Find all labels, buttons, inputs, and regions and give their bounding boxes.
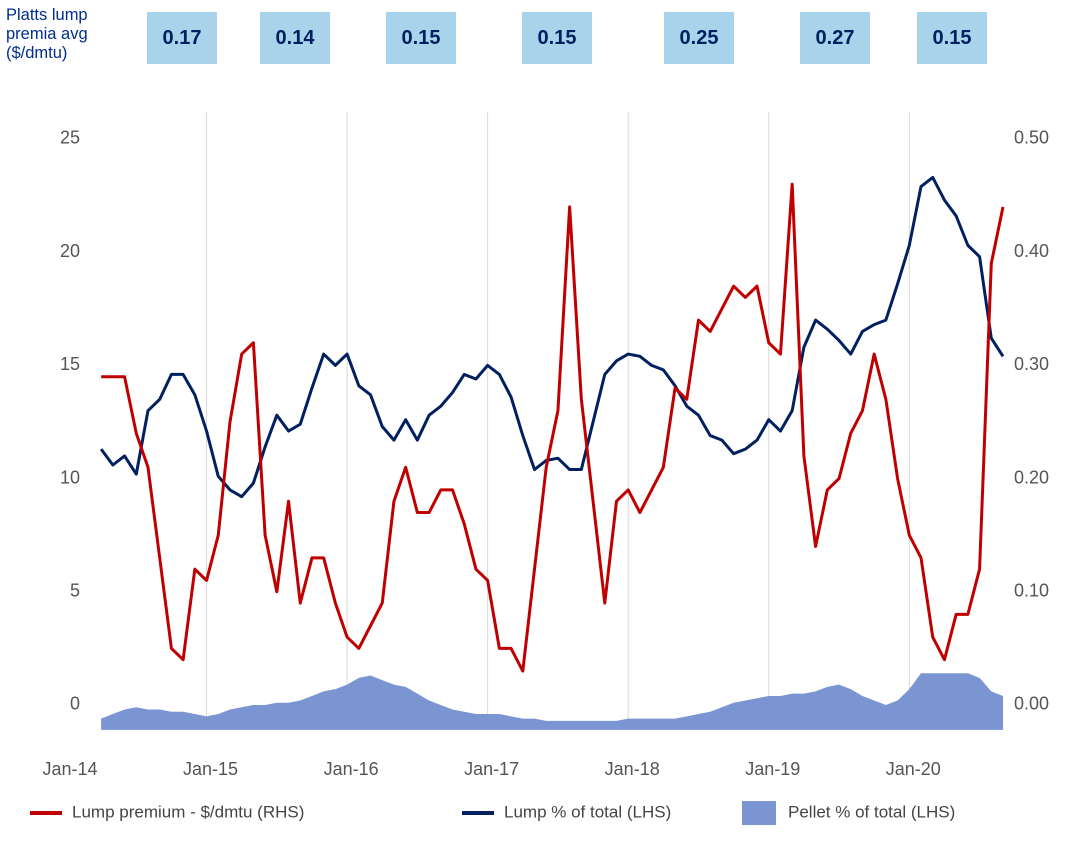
y-tick-label: 0 [70,694,80,714]
x-tick-label: Jan-14 [42,759,97,779]
x-tick-label: Jan-15 [183,759,238,779]
y-tick-label: 25 [60,128,80,148]
legend-label: Pellet % of total (LHS) [788,802,955,821]
premia-label: Platts lump premia avg ($/dmtu) [6,6,88,62]
premia-box: 0.15 [917,12,987,64]
x-tick-label: Jan-17 [464,759,519,779]
y-tick-label: 20 [60,241,80,261]
legend-label: Lump premium - $/dmtu (RHS) [72,802,304,821]
y2-tick-label: 0.50 [1014,128,1049,148]
premia-box: 0.14 [260,12,330,64]
x-tick-label: Jan-20 [886,759,941,779]
y2-tick-label: 0.40 [1014,241,1049,261]
premia-box: 0.15 [386,12,456,64]
series-line [101,182,1005,673]
premia-box: 0.17 [147,12,217,64]
y-tick-label: 15 [60,354,80,374]
pellet-area [101,673,1003,730]
premia-box: 0.15 [522,12,592,64]
y2-tick-label: 0.20 [1014,467,1049,487]
legend-swatch [742,801,776,825]
x-tick-label: Jan-16 [324,759,379,779]
y2-tick-label: 0.30 [1014,354,1049,374]
y-tick-label: 5 [70,581,80,601]
legend-label: Lump % of total (LHS) [504,802,671,821]
series-line [99,175,1005,499]
y-tick-label: 10 [60,467,80,487]
premia-box: 0.27 [800,12,870,64]
premia-box: 0.25 [664,12,734,64]
y2-tick-label: 0.10 [1014,581,1049,601]
x-tick-label: Jan-18 [605,759,660,779]
y2-tick-label: 0.00 [1014,694,1049,714]
x-tick-label: Jan-19 [745,759,800,779]
